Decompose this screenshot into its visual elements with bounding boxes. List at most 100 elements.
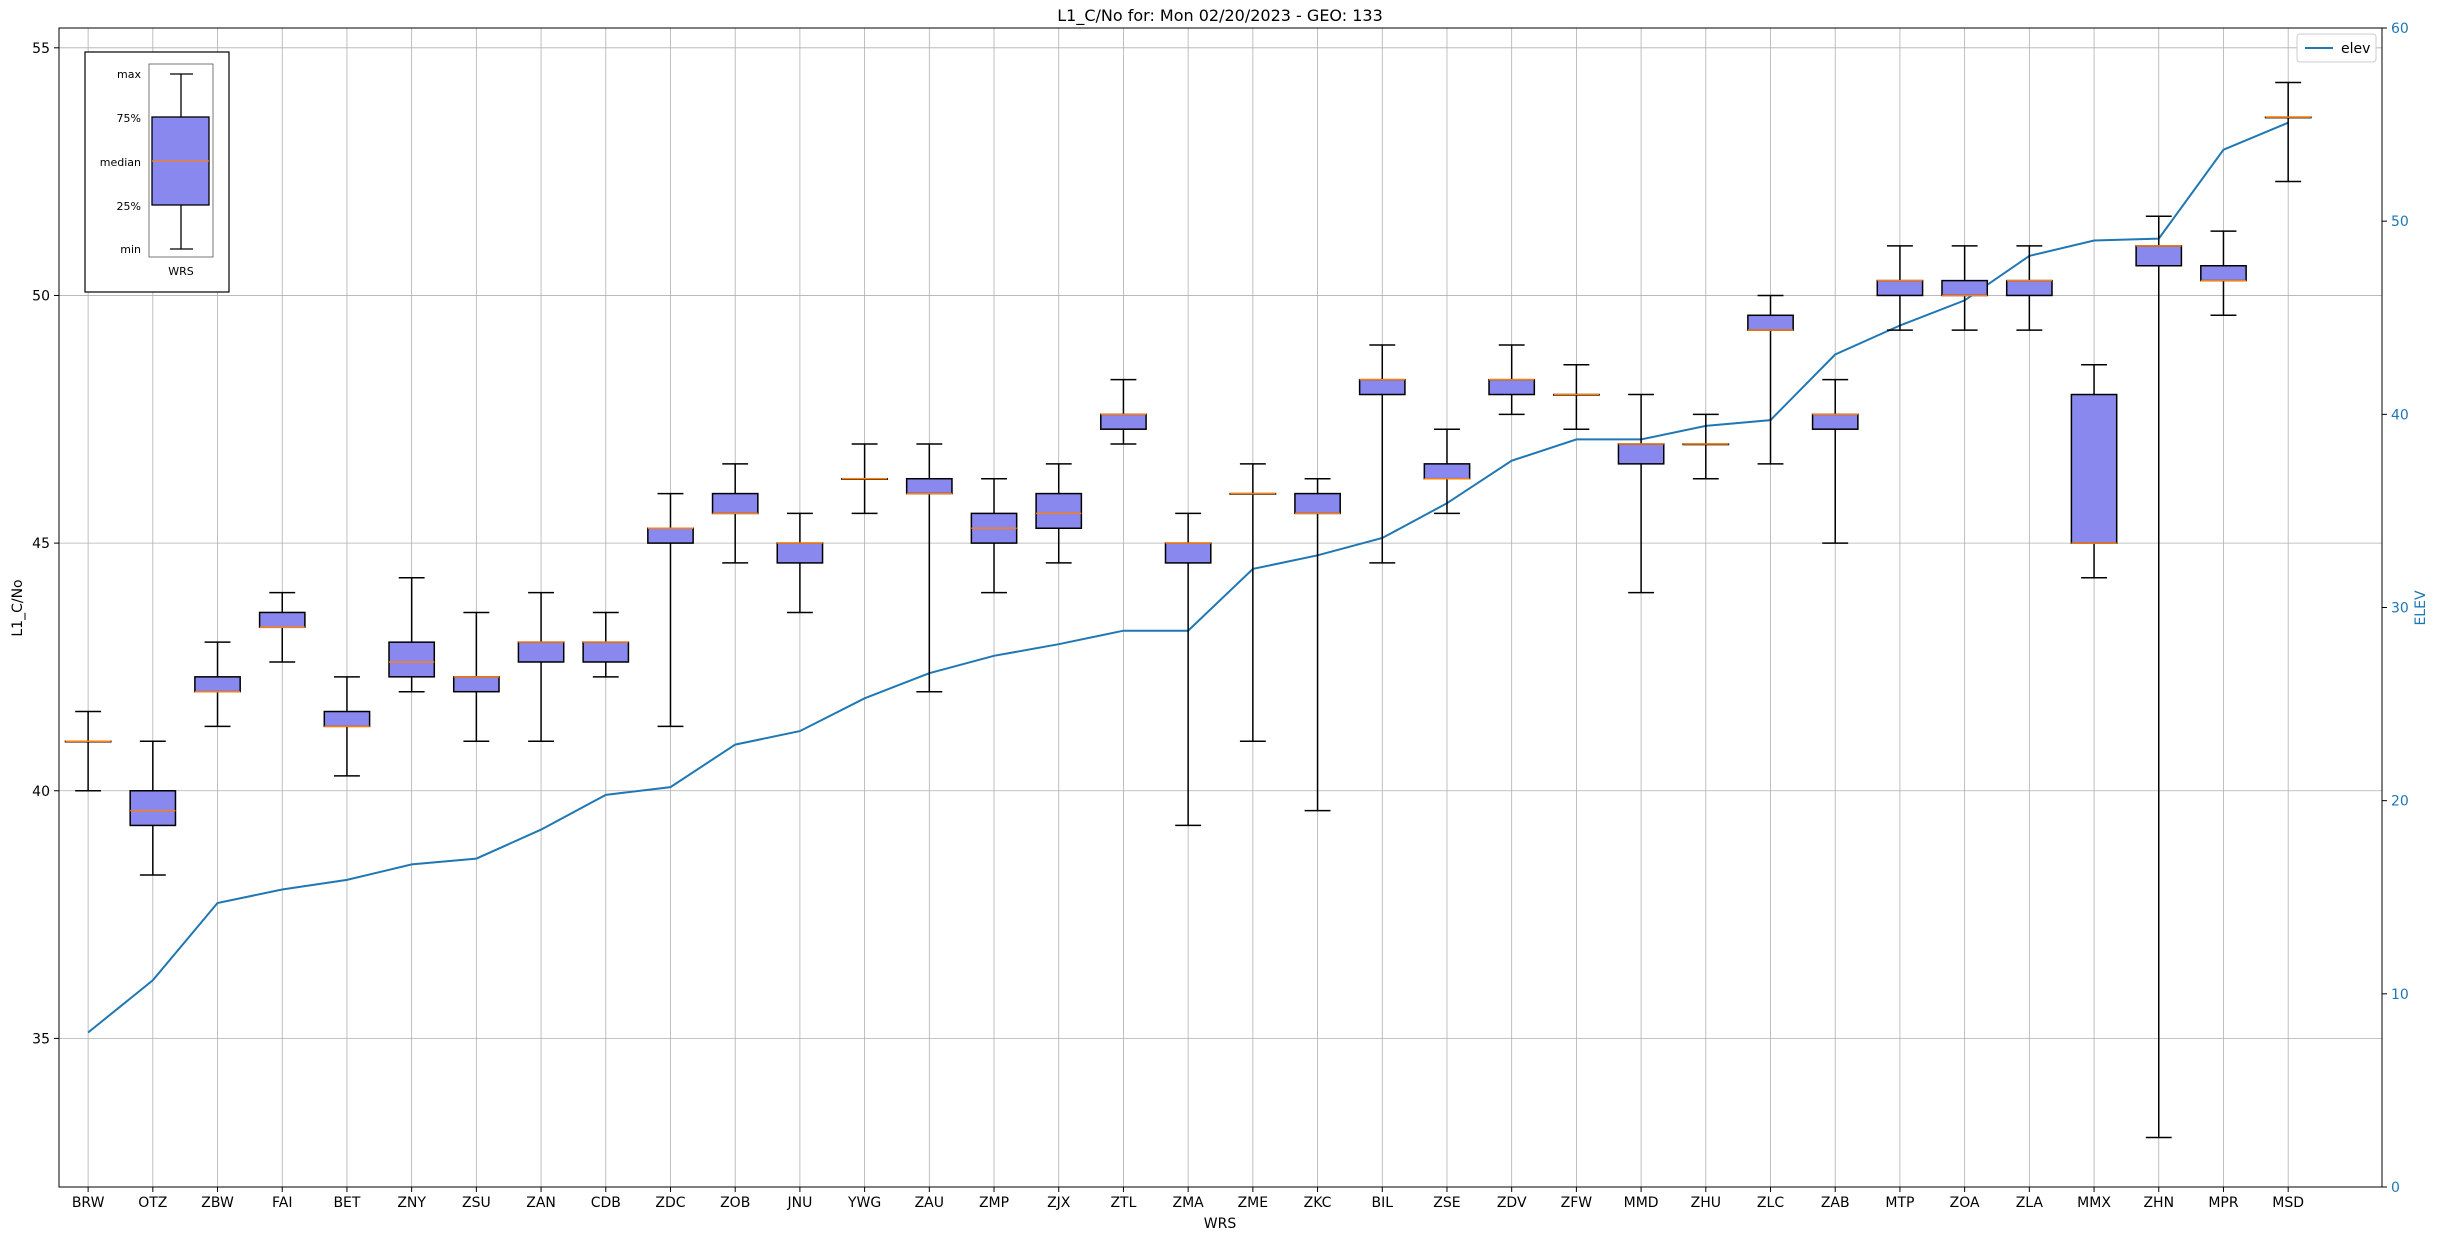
box-iqr [647,527,694,544]
box-FAI [258,591,306,663]
box-CDB [582,611,630,678]
box-ZMA [1164,512,1212,827]
box-MSD [2264,81,2312,183]
x-tick-label: ZMP [979,1195,1009,1211]
box-iqr [452,676,500,693]
box-iqr [1747,314,1794,331]
box-iqr [1811,413,1859,430]
x-axis-label: WRS [1204,1216,1237,1232]
box-iqr [1876,279,1924,297]
legend-frame [2296,33,2377,63]
box-layer [64,81,2312,1139]
legend-elev-label: elev [2341,41,2370,57]
box-MPR [2200,230,2247,317]
box-iqr [1617,443,1665,465]
box-iqr [1941,279,1989,297]
y2-tick-label: 0 [2391,1180,2400,1196]
x-tick-label: ZKC [1304,1195,1332,1211]
inset-label-q3: 75% [117,112,141,125]
x-tick-label: ZLC [1757,1195,1784,1211]
box-ZOB [711,463,759,564]
inset-label-min: min [120,243,141,256]
x-tick-label: ZJX [1047,1195,1071,1211]
x-tick-label: CDB [591,1195,621,1211]
box-iqr [1294,492,1341,515]
x-tick-label: BRW [72,1195,105,1211]
box-iqr [582,641,630,663]
box-ZDV [1488,344,1536,416]
box-ZFW [1552,364,1600,430]
x-tick-label: ZAB [1821,1195,1850,1211]
chart-title: L1_C/No for: Mon 02/20/2023 - GEO: 133 [1057,6,1383,26]
inset-plot-frame [148,63,214,258]
x-tick-label: ZBW [201,1195,234,1211]
box-ZOA [1941,245,1989,331]
box-MMD [1617,393,1665,594]
inset-label-median: median [100,156,141,169]
box-ZLC [1747,294,1794,465]
x-tick-label: ZTL [1110,1195,1136,1211]
y2-tick-label: 60 [2391,21,2409,37]
box-iqr [1035,492,1083,530]
box-ZAN [517,591,565,742]
y-tick-label: 50 [32,288,50,304]
box-iqr [323,710,371,728]
box-iqr [2070,393,2118,544]
box-BIL [1358,344,1406,564]
inset-legend: max 75% median 25% min WRS [84,51,230,293]
x-tick-label: ZMA [1173,1195,1205,1211]
x-tick-label: ZAN [526,1195,556,1211]
y2-tick-label: 50 [2391,214,2409,230]
x-tick-label: MMX [2077,1195,2111,1211]
x-tick-label: ZOB [720,1195,750,1211]
y-tick-label: 55 [32,41,50,57]
x-tick-label: ZHN [2143,1195,2174,1211]
box-iqr [258,611,306,629]
box-ZNY [388,577,436,693]
box-ZHU [1682,413,1730,480]
box-iqr [2135,245,2183,267]
box-iqr [194,676,241,693]
box-BET [323,676,371,777]
box-iqr [1423,463,1471,480]
box-iqr [129,790,177,827]
box-MMX [2070,364,2118,579]
x-tick-label: OTZ [138,1195,167,1211]
box-ZSE [1423,428,1471,515]
box-iqr [1100,413,1147,430]
box-iqr [388,641,436,678]
y2-tick-label: 30 [2391,601,2409,617]
y-axis-label: L1_C/No [10,579,26,636]
box-ZME [1229,463,1277,742]
x-tick-label: ZOA [1950,1195,1980,1211]
x-tick-label: MTP [1885,1195,1914,1211]
box-ZMP [970,477,1018,594]
box-iqr [2200,264,2247,282]
x-tick-label: ZLA [2016,1195,2044,1211]
x-tick-label: MPR [2208,1195,2239,1211]
box-OTZ [129,740,177,876]
box-YWG [841,443,889,515]
y-tick-label: 45 [32,536,50,552]
x-tick-label: MSD [2272,1195,2304,1211]
box-iqr [2005,279,2053,297]
x-tick-label: ZDV [1497,1195,1527,1211]
x-tick-label: YWG [847,1195,881,1211]
box-ZHN [2135,215,2183,1139]
x-tick-label: ZDC [655,1195,685,1211]
y2-axis-label: ELEV [2413,590,2429,625]
inset-xlabel: WRS [168,265,194,278]
box-iqr [1358,378,1406,396]
x-tick-label: ZHU [1691,1195,1721,1211]
box-ZSU [452,611,500,742]
y2-tick-label: 20 [2391,794,2409,810]
legend: elev [2296,33,2377,63]
box-ZTL [1100,378,1147,445]
x-tick-label: BIL [1371,1195,1393,1211]
box-ZJX [1035,463,1083,564]
y-tick-label: 40 [32,784,50,800]
y2-tick-label: 40 [2391,407,2409,423]
box-iqr [776,542,824,564]
